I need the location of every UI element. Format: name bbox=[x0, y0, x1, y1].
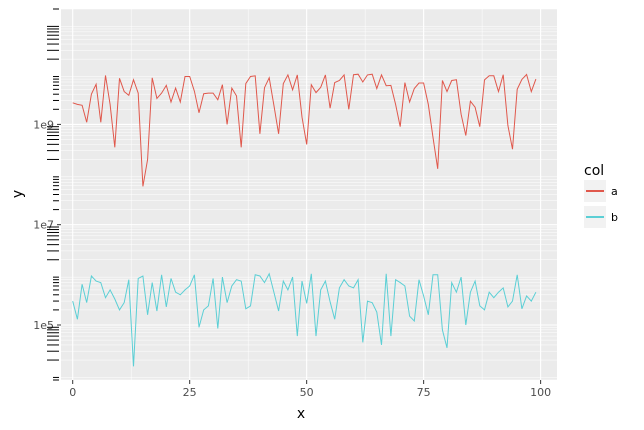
y-tick-label: 1e7 bbox=[33, 219, 54, 232]
x-axis: 0 25 50 75 100 bbox=[69, 380, 551, 399]
x-tick-label: 0 bbox=[69, 386, 76, 399]
legend: col ab bbox=[584, 163, 618, 228]
legend-title: col bbox=[584, 163, 604, 179]
x-axis-title: x bbox=[297, 406, 305, 422]
x-tick-label: 50 bbox=[300, 386, 314, 399]
x-tick-label: 100 bbox=[530, 386, 551, 399]
series-layer bbox=[72, 73, 537, 367]
y-tick-label: 1e9 bbox=[33, 118, 54, 131]
legend-label: b bbox=[611, 211, 618, 224]
x-tick-label: 25 bbox=[183, 386, 197, 399]
y-axis: 1e5 1e7 1e9 bbox=[33, 8, 61, 381]
x-tick-label: 75 bbox=[417, 386, 431, 399]
series-line-b bbox=[72, 272, 537, 367]
series-line-a bbox=[72, 73, 537, 187]
legend-items: ab bbox=[584, 180, 618, 228]
major-gridlines bbox=[61, 9, 557, 380]
y-axis-title: y bbox=[10, 190, 26, 198]
y-tick-label: 1e5 bbox=[33, 319, 54, 332]
legend-label: a bbox=[611, 185, 618, 198]
